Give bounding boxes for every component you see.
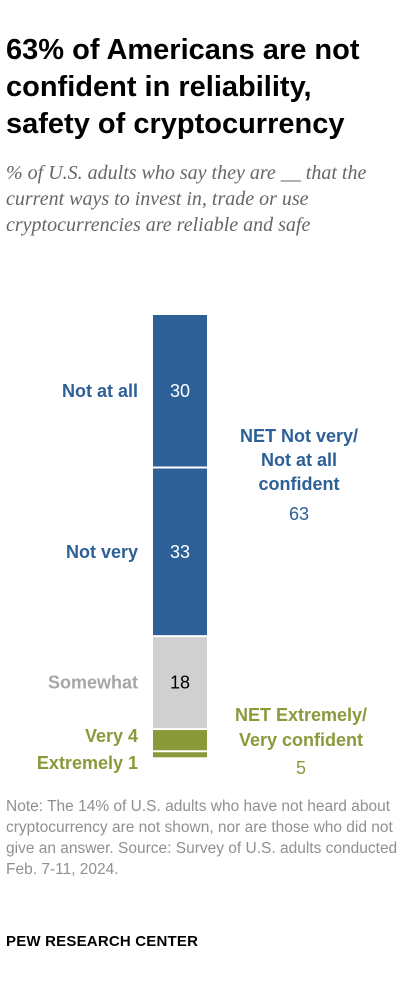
- value-label-not-very: 33: [170, 542, 190, 562]
- category-label-very: Very 4: [85, 726, 138, 746]
- source-text: Source: Survey of U.S. adults conducted …: [6, 840, 398, 878]
- net-not-confident-label: confident: [259, 474, 340, 494]
- chart-subtitle: % of U.S. adults who say they are __ tha…: [6, 162, 367, 236]
- chart-title: 63% of Americans are not confident in re…: [6, 34, 360, 140]
- stacked-bar-chart: Not at all 30 Not very 33 Somewhat 18 Very 4 Ex…: [37, 315, 367, 778]
- bar-segment-not-very: [153, 468, 207, 636]
- net-not-confident-label: Not at all: [261, 450, 337, 470]
- category-label-not-at-all: Not at all: [62, 381, 138, 401]
- category-label-not-very: Not very: [66, 542, 138, 562]
- bar-segment-somewhat: [153, 637, 207, 729]
- note-text: Note: The 14% of U.S. adults who have no…: [6, 798, 393, 857]
- bar-segment-not-at-all: [153, 315, 207, 467]
- bar-segment-extremely: [153, 752, 207, 758]
- bar-segment-very: [153, 730, 207, 751]
- net-confident-label: NET Extremely/: [235, 705, 367, 725]
- category-label-somewhat: Somewhat: [48, 673, 138, 693]
- value-label-not-at-all: 30: [170, 381, 190, 401]
- net-not-confident-value: 63: [289, 504, 309, 524]
- value-label-somewhat: 18: [170, 673, 190, 693]
- net-confident-label: Very confident: [239, 730, 363, 750]
- chart-note: Note: The 14% of U.S. adults who have no…: [6, 796, 398, 880]
- net-confident-value: 5: [296, 758, 306, 778]
- net-not-confident-label: NET Not very/: [240, 426, 358, 446]
- category-label-extremely: Extremely 1: [37, 753, 138, 773]
- org-name: PEW RESEARCH CENTER: [6, 933, 199, 950]
